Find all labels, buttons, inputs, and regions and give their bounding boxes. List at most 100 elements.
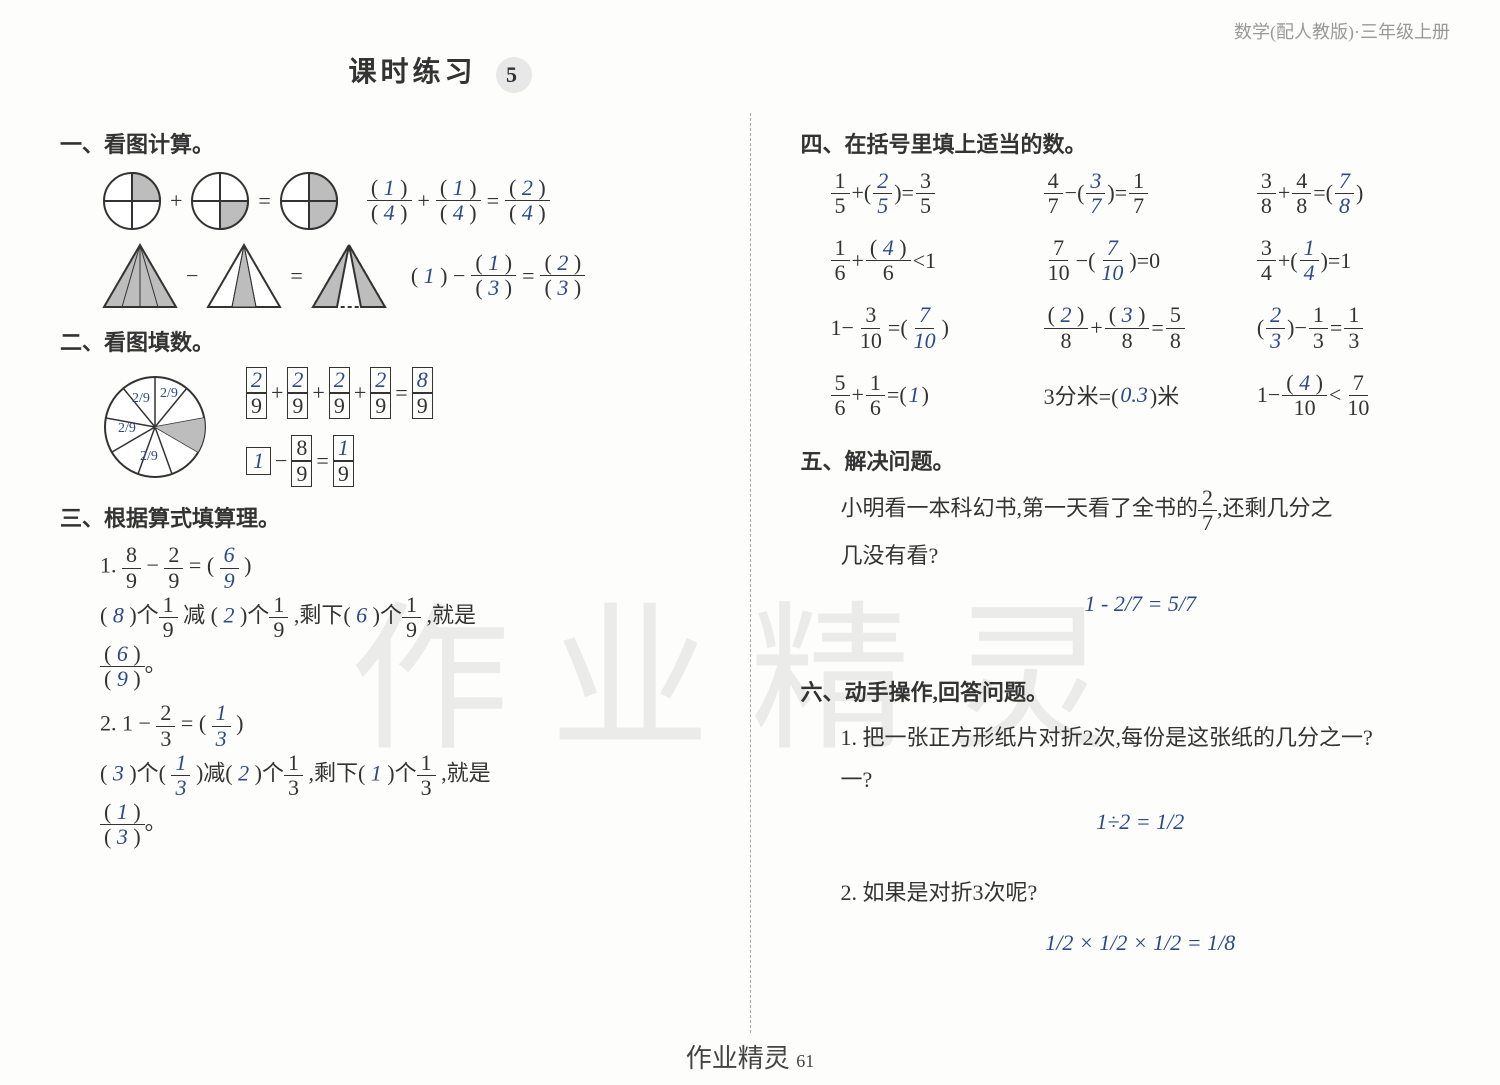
s2a-sn: 8: [412, 367, 433, 393]
circle-quarter-3-icon: [277, 169, 341, 233]
s3p1-t4d: 9: [117, 666, 128, 691]
sec6-q2: 2. 如果是对折3次呢? 1/2 × 1/2 × 1/2 = 1/8: [841, 872, 1441, 964]
sec5-q: 小明看一本科幻书,第一天看了全书的27,还剩几分之几没有看? 1 - 2/7 =…: [841, 486, 1441, 625]
pie-ninths-icon: 2/9 2/9 2/9 2/9: [100, 372, 210, 482]
s3p1-t1: 8: [113, 602, 124, 627]
sec3-p2: 2. 1 − 23 = ( 13 ) ( 3 )个( 13 )减( 2 )个13…: [100, 701, 700, 849]
s4-3n: 4: [883, 235, 894, 260]
s4-2n: 7: [1335, 169, 1354, 194]
s2a-b2: 9: [287, 393, 308, 419]
page-footer: 作业精灵 61: [0, 1038, 1500, 1075]
svg-text:2/9: 2/9: [132, 391, 150, 406]
s1e1-ad: 4: [384, 200, 395, 225]
sec2-row: 2/9 2/9 2/9 2/9 29+ 29+ 29+ 29= 89 1 − 8…: [100, 367, 700, 488]
s1e1-bd: 4: [453, 200, 464, 225]
s4-1d: 7: [1086, 194, 1105, 218]
s1e2-w: 1: [424, 263, 435, 288]
triangle-full-icon: [100, 241, 180, 311]
section-4-heading: 四、在括号里填上适当的数。: [801, 127, 1441, 159]
s4-10: 0.3: [1120, 382, 1148, 408]
s3p2-an: 1: [212, 701, 231, 726]
triangle-third-icon: [204, 241, 284, 311]
s3p1-an: 6: [220, 543, 239, 568]
s2a-t3: 2: [329, 367, 350, 393]
s3p2-t3: 1: [371, 761, 382, 786]
s4-6n: 7: [915, 303, 934, 328]
s1e1-rd: 4: [522, 200, 533, 225]
sec5-ans: 1 - 2/7 = 5/7: [1085, 591, 1196, 616]
s4-0d: 5: [873, 194, 892, 218]
s3p1-l: 8: [122, 543, 141, 568]
s4-4n: 7: [1103, 236, 1122, 261]
s4-4d: 10: [1097, 261, 1127, 285]
sec6-a1: 1÷2 = 1/2: [1096, 809, 1184, 834]
s3p2-t1: 3: [113, 761, 124, 786]
s3p1-l2: 9: [122, 569, 141, 593]
title-text: 课时练习: [348, 57, 476, 88]
section-3-heading: 三、根据算式填算理。: [60, 501, 700, 533]
right-column: 四、在括号里填上适当的数。 15+( 25 )=35 47−( 37 )=17 …: [781, 113, 1461, 1033]
s2a-sd: 9: [412, 393, 433, 419]
sec1-row2: − = ( 1 ) − ( 1 )( 3 ) = ( 2 )( 3 ): [100, 241, 700, 311]
s4-0n: 2: [873, 169, 892, 194]
s4-6d: 10: [910, 329, 940, 353]
s3p1-r2: 9: [164, 569, 183, 593]
svg-text:2/9: 2/9: [118, 421, 136, 436]
page-title: 课时练习 5: [240, 50, 640, 93]
circle-quarter-1-icon: [100, 169, 164, 233]
s4-9: 1: [909, 382, 920, 408]
s1e1-rn: 2: [522, 175, 533, 200]
s4-5d: 4: [1300, 261, 1319, 285]
s3p2-t2: 2: [238, 761, 249, 786]
s2a-b1: 9: [246, 393, 267, 419]
footer-text: 作业精灵: [686, 1044, 790, 1073]
s3p1-r: 2: [164, 543, 183, 568]
s2a-t1: 2: [246, 367, 267, 393]
s3p1-t4n: 6: [117, 641, 128, 666]
s4-2d: 8: [1335, 194, 1354, 218]
sec3-p1: 1. 89 − 29 = ( 69 ) ( 8 )个19 减 ( 2 )个19 …: [100, 543, 700, 691]
footer-page: 61: [796, 1051, 814, 1071]
s1e2-bd: 3: [488, 275, 499, 300]
s3p2-rn: 1: [117, 799, 128, 824]
s4-8n: 2: [1266, 303, 1285, 328]
triangle-result-icon: [309, 241, 389, 311]
section-5-heading: 五、解决问题。: [801, 444, 1441, 476]
sec6-q1: 1. 把一张正方形纸片对折2次,每份是这张纸的几分之一?一? 1÷2 = 1/2: [841, 717, 1441, 842]
sec4-grid: 15+( 25 )=35 47−( 37 )=17 38+48=( 78 ) 1…: [831, 169, 1441, 421]
s3p2-rd: 3: [117, 824, 128, 849]
s4-7n2: 3: [1122, 302, 1133, 327]
s4-5n: 1: [1300, 236, 1319, 261]
sec6-a2: 1/2 × 1/2 × 1/2 = 1/8: [1045, 930, 1235, 955]
s1e2-bn: 1: [488, 250, 499, 275]
s3p1-ad: 9: [220, 569, 239, 593]
s3p1-t2: 2: [223, 602, 234, 627]
section-2-heading: 二、看图填数。: [60, 325, 700, 357]
s4-8d: 3: [1266, 329, 1285, 353]
sec6-q1-text: 1. 把一张正方形纸片对折2次,每份是这张纸的几分之一?: [841, 725, 1373, 750]
s2a-b3: 9: [329, 393, 350, 419]
left-column: 一、看图计算。 + = (: [40, 113, 720, 1033]
header-subject: 数学(配人教版)·三年级上册: [1234, 18, 1450, 44]
s3p2-un: 1: [171, 751, 190, 776]
sec1-row1: + = ( 1 )( 4 ) + ( 1 )( 4 ) = ( 2 )( 4 ): [100, 169, 700, 233]
s2b-n: 8: [291, 435, 312, 461]
s3p2-ud: 3: [171, 776, 190, 800]
section-6-heading: 六、动手操作,回答问题。: [801, 675, 1441, 707]
sec6-q2-text: 2. 如果是对折3次呢?: [841, 880, 1038, 905]
s3p1-t3: 6: [356, 602, 367, 627]
s1e1-an: 1: [384, 175, 395, 200]
s3p2-ad: 3: [212, 727, 231, 751]
s4-7n: 2: [1060, 302, 1071, 327]
s2b-1: 1: [246, 447, 271, 475]
page-columns: 一、看图计算。 + = (: [40, 113, 1460, 1033]
s4-11: 4: [1299, 370, 1310, 395]
svg-text:2/9: 2/9: [140, 449, 158, 464]
circle-quarter-2-icon: [188, 169, 252, 233]
s1e1-bn: 1: [453, 175, 464, 200]
s2b-rn: 1: [333, 435, 354, 461]
s2a-t4: 2: [370, 367, 391, 393]
s2a-t2: 2: [287, 367, 308, 393]
section-1-heading: 一、看图计算。: [60, 127, 700, 159]
s1e2-rn: 2: [557, 250, 568, 275]
